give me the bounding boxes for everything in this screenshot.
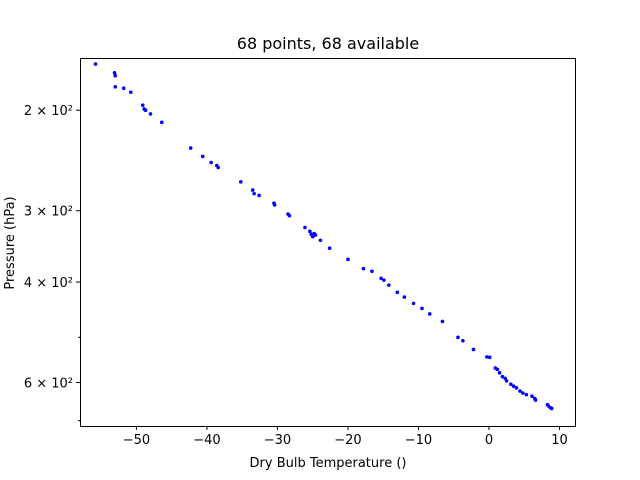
plot-area-frame: [80, 58, 576, 427]
data-point: [287, 213, 292, 218]
data-point: [509, 382, 513, 386]
data-point: [411, 301, 416, 306]
data-point: [272, 203, 277, 207]
data-point: [112, 71, 117, 75]
data-point: [387, 283, 391, 287]
data-point: [209, 160, 213, 165]
data-point: [113, 85, 118, 89]
data-point: [427, 312, 432, 316]
data-point: [456, 335, 460, 340]
x-tick-label: −10: [405, 433, 432, 448]
data-point: [485, 355, 489, 359]
data-point: [216, 165, 221, 170]
y-axis-label: Pressure (hPa): [3, 196, 18, 289]
data-point: [370, 269, 374, 274]
data-point: [303, 225, 307, 230]
chart-title: 68 points, 68 available: [237, 34, 419, 53]
data-point: [549, 406, 554, 411]
data-point: [313, 233, 318, 237]
data-point: [252, 191, 256, 196]
x-tick-label: −20: [334, 433, 361, 448]
data-point: [121, 86, 126, 91]
data-point: [530, 394, 534, 398]
data-point: [420, 306, 424, 311]
data-point: [327, 246, 332, 251]
data-point: [518, 389, 522, 393]
y-tick-label: 2 × 10²: [24, 104, 73, 119]
data-point: [461, 338, 465, 343]
data-point: [148, 112, 153, 116]
x-tick-label: −40: [193, 433, 220, 448]
data-point: [521, 391, 525, 395]
data-point: [495, 367, 500, 372]
data-point: [524, 392, 529, 397]
data-point: [511, 384, 516, 389]
data-point: [379, 276, 383, 281]
data-point: [200, 154, 205, 159]
x-axis-label: Dry Bulb Temperature (): [250, 456, 407, 471]
y-tick-label: 3 × 10²: [24, 205, 73, 220]
data-point: [487, 355, 492, 360]
data-point: [402, 295, 407, 299]
data-point: [497, 371, 502, 375]
data-point: [361, 266, 366, 271]
data-point: [440, 319, 445, 324]
data-point: [238, 180, 243, 184]
data-point: [395, 290, 400, 295]
data-point: [93, 62, 98, 66]
data-point: [143, 108, 148, 113]
x-tick-label: −50: [123, 433, 150, 448]
data-point: [128, 90, 133, 95]
data-point: [500, 374, 505, 379]
x-tick-label: −30: [264, 433, 291, 448]
data-point: [250, 188, 255, 192]
data-point: [514, 386, 519, 390]
data-point: [382, 278, 386, 282]
data-points: [93, 62, 554, 411]
data-point: [346, 257, 350, 262]
data-point: [140, 103, 145, 108]
data-point: [159, 120, 164, 125]
axis-ticks: −50 −40 −30 −20 −10 0 10 2 × 10² 3 × 10² 4 × 10² 6…: [24, 104, 568, 448]
data-point: [308, 229, 312, 234]
x-tick-label: 10: [551, 433, 568, 448]
data-point: [310, 234, 315, 239]
y-tick-label: 6 × 10²: [24, 377, 73, 392]
data-point: [533, 398, 538, 402]
data-point: [318, 238, 323, 243]
data-point: [257, 193, 261, 198]
data-point: [471, 347, 476, 352]
data-point: [113, 73, 118, 78]
x-tick-label: 0: [485, 433, 493, 448]
data-point: [504, 379, 509, 383]
y-tick-label: 4 × 10²: [24, 276, 73, 291]
data-point: [188, 146, 193, 150]
